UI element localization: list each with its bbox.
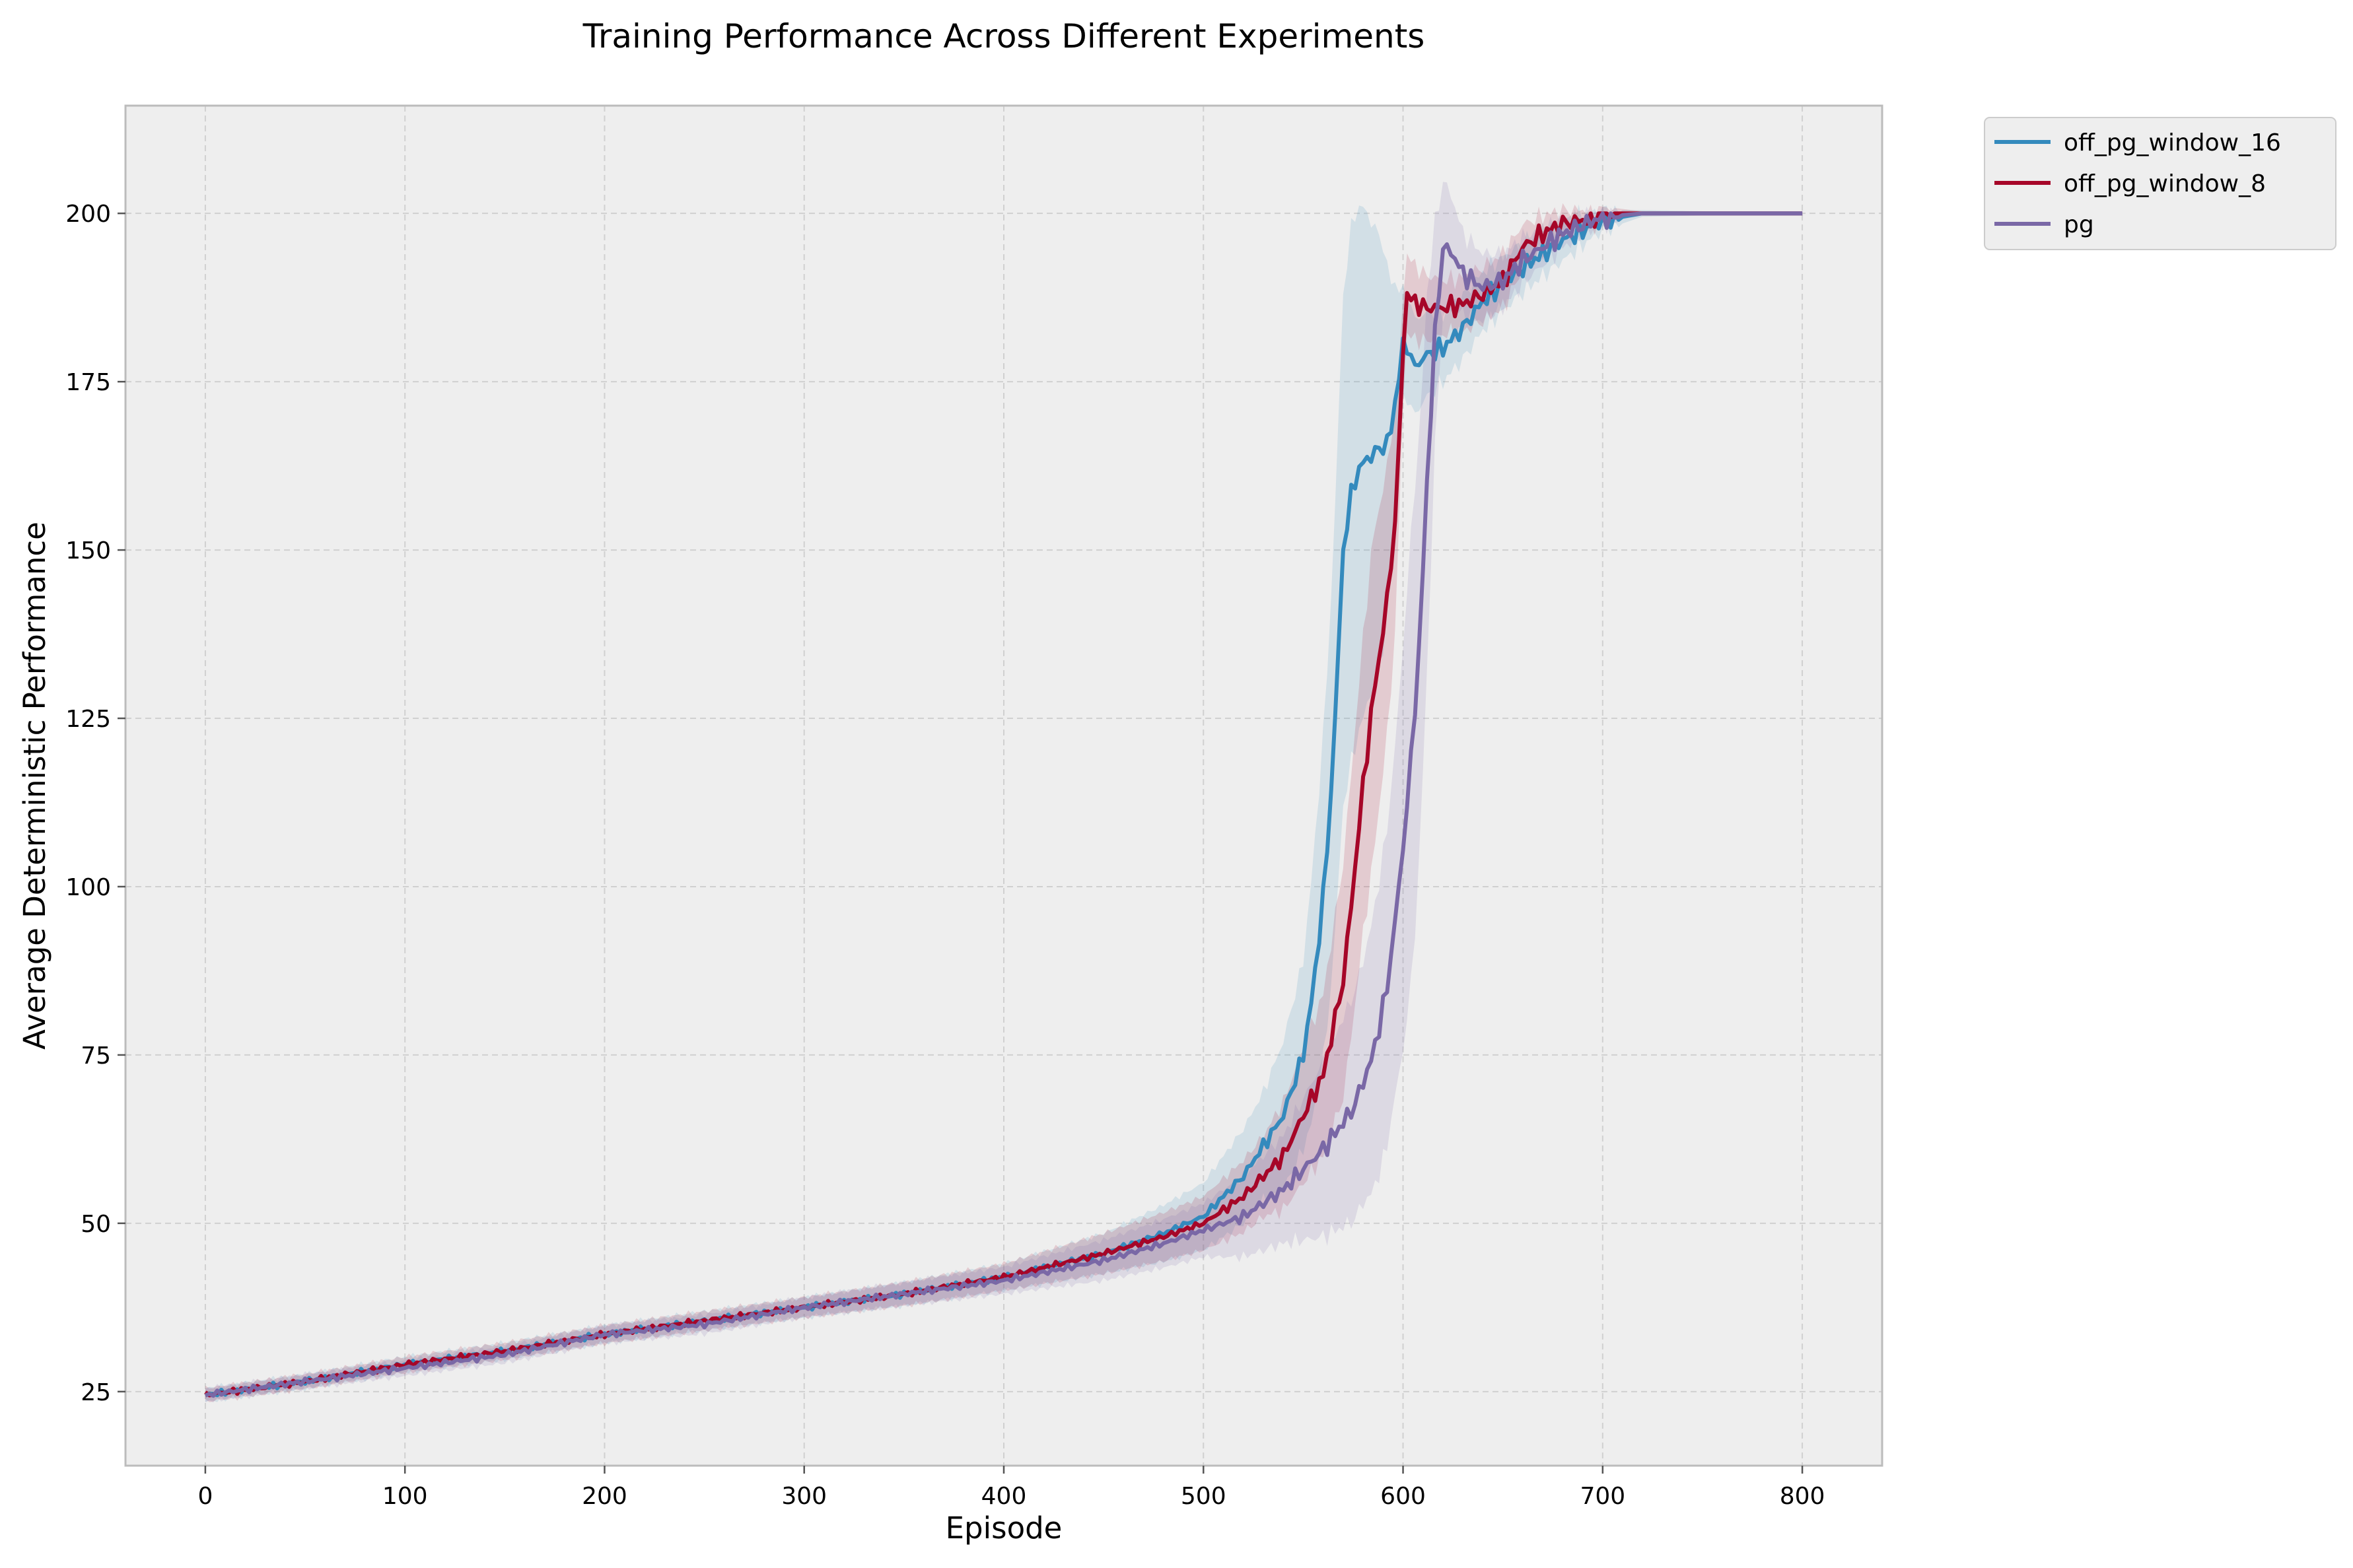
series-lines xyxy=(204,211,1803,1398)
y-tick-label: 50 xyxy=(81,1211,111,1238)
x-tick-label: 300 xyxy=(781,1483,827,1510)
x-tick-label: 600 xyxy=(1380,1483,1426,1510)
x-tick-label: 500 xyxy=(1181,1483,1226,1510)
y-tick-label: 100 xyxy=(65,874,111,901)
y-tick-label: 150 xyxy=(65,537,111,564)
legend-box xyxy=(1984,117,2336,250)
x-tick-label: 800 xyxy=(1780,1483,1825,1510)
y-tick-label: 125 xyxy=(65,706,111,733)
series-line-pg xyxy=(204,211,1803,1398)
grid xyxy=(125,106,1882,1466)
x-tick-label: 200 xyxy=(582,1483,627,1510)
y-tick-label: 75 xyxy=(81,1042,111,1070)
y-tick-label: 175 xyxy=(65,369,111,396)
x-tick-label: 0 xyxy=(197,1483,213,1510)
legend-label-pg: pg xyxy=(2064,211,2094,238)
x-tick-label: 700 xyxy=(1580,1483,1625,1510)
x-tick-label: 400 xyxy=(981,1483,1027,1510)
axis-ticks: 0 100 200 300 400 500 600 700 800 25 50 75 100 125 150… xyxy=(65,201,1825,1510)
legend-label-off-pg-window-8: off_pg_window_8 xyxy=(2064,170,2266,197)
y-tick-label: 25 xyxy=(81,1379,111,1406)
y-tick-label: 200 xyxy=(65,201,111,228)
legend: off_pg_window_16 off_pg_window_8 pg xyxy=(1984,117,2336,250)
legend-label-off-pg-window-16: off_pg_window_16 xyxy=(2064,129,2281,156)
x-axis-label: Episode xyxy=(946,1511,1063,1546)
y-axis-label: Average Deterministic Performance xyxy=(17,522,52,1050)
chart-title: Training Performance Across Different Ex… xyxy=(582,17,1425,55)
x-tick-label: 100 xyxy=(382,1483,428,1510)
